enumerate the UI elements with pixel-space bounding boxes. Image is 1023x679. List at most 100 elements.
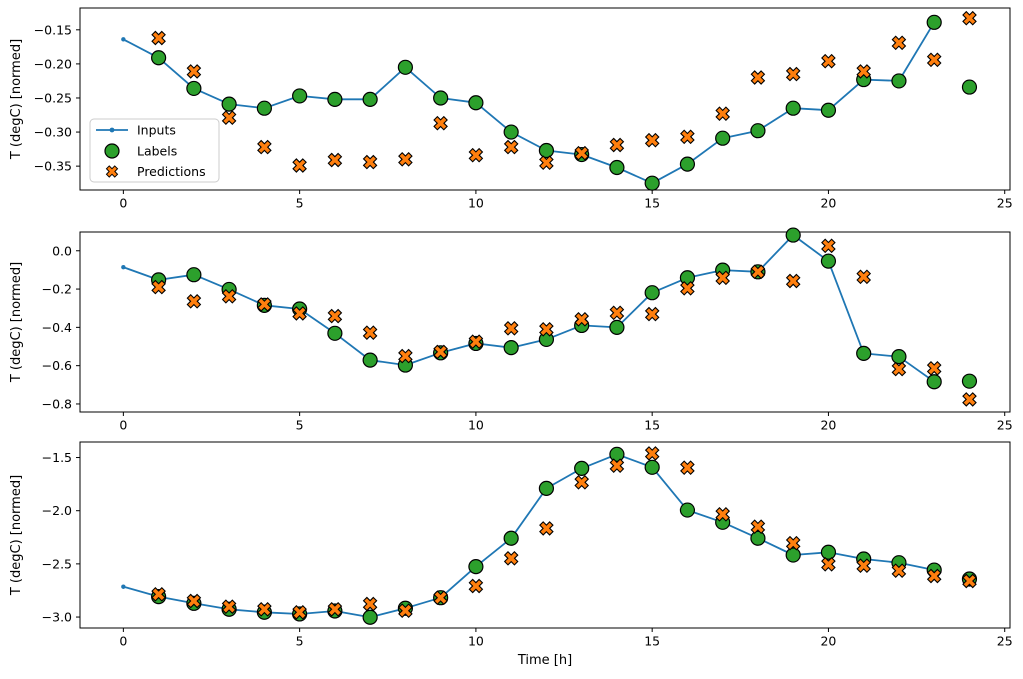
prediction-point xyxy=(785,535,801,551)
y-tick-label: −0.30 xyxy=(34,125,72,140)
y-tick-label: −0.6 xyxy=(42,358,72,373)
axes-frame xyxy=(79,231,1011,413)
prediction-point xyxy=(821,53,836,69)
prediction-point xyxy=(151,279,166,295)
prediction-point xyxy=(539,155,554,171)
label-point xyxy=(503,530,519,546)
label-point xyxy=(679,156,696,172)
label-point xyxy=(644,175,660,191)
prediction-point xyxy=(539,321,554,337)
prediction-point xyxy=(539,521,554,536)
prediction-point xyxy=(151,30,166,46)
label-point xyxy=(292,88,308,104)
y-tick-label: −3.0 xyxy=(42,610,72,625)
label-point xyxy=(362,609,378,625)
prediction-point xyxy=(926,568,942,584)
prediction-point xyxy=(644,446,660,461)
prediction-point xyxy=(292,158,307,173)
label-point xyxy=(574,460,590,476)
x-tick-label: 5 xyxy=(296,196,304,211)
prediction-point xyxy=(680,129,695,145)
prediction-point xyxy=(821,556,836,572)
prediction-point xyxy=(221,288,237,304)
prediction-point xyxy=(362,154,378,170)
input-point xyxy=(121,584,126,589)
label-point xyxy=(327,91,343,107)
label-point xyxy=(961,79,978,95)
y-tick-label: −0.20 xyxy=(34,56,72,71)
prediction-point xyxy=(644,132,660,148)
label-point xyxy=(856,345,872,362)
series-labels xyxy=(151,14,978,191)
x-tick-label: 0 xyxy=(119,634,127,649)
legend-entry-label: Inputs xyxy=(137,123,176,138)
label-point xyxy=(468,95,484,111)
prediction-point xyxy=(609,137,625,153)
prediction-point xyxy=(433,590,448,606)
label-point xyxy=(820,102,837,118)
label-point xyxy=(820,544,837,560)
label-point xyxy=(186,267,202,283)
x-tick-label: 10 xyxy=(468,634,484,649)
y-tick-label: −0.15 xyxy=(34,22,72,37)
legend-predictions-marker xyxy=(105,165,119,178)
x-tick-label: 10 xyxy=(468,418,484,433)
prediction-point xyxy=(468,147,484,163)
prediction-point xyxy=(891,35,907,51)
prediction-point xyxy=(574,145,590,161)
y-tick-label: −2.0 xyxy=(42,503,72,518)
y-tick-label: −2.5 xyxy=(42,556,72,571)
x-tick-label: 0 xyxy=(119,418,127,433)
label-point xyxy=(785,227,801,243)
axes-frame xyxy=(79,441,1011,629)
label-point xyxy=(609,159,625,176)
series-predictions xyxy=(151,238,977,407)
label-point xyxy=(926,14,942,30)
prediction-point xyxy=(186,593,202,609)
prediction-point xyxy=(398,151,413,167)
x-tick-label: 20 xyxy=(820,196,836,211)
prediction-point xyxy=(891,563,907,579)
prediction-point xyxy=(327,152,343,168)
x-axis: 0 5 10 15 20 25 xyxy=(119,190,1013,211)
y-tick-label: −0.4 xyxy=(42,320,72,335)
prediction-point xyxy=(398,348,413,364)
label-point xyxy=(715,130,731,146)
prediction-point xyxy=(186,293,202,309)
label-point xyxy=(891,73,907,89)
prediction-point xyxy=(468,334,484,350)
prediction-point xyxy=(574,311,590,327)
label-point xyxy=(503,124,519,140)
x-axis: 0 5 10 15 20 25 xyxy=(119,628,1013,649)
prediction-point xyxy=(750,70,766,85)
label-point xyxy=(609,446,625,462)
prediction-point xyxy=(821,238,836,254)
label-point xyxy=(750,123,766,139)
prediction-point xyxy=(221,110,237,126)
label-point xyxy=(503,340,519,356)
label-point xyxy=(256,100,272,116)
prediction-point xyxy=(715,506,731,522)
label-point xyxy=(961,373,978,389)
prediction-point xyxy=(856,558,872,574)
x-tick-label: 15 xyxy=(644,418,660,433)
label-point xyxy=(468,559,484,575)
prediction-point xyxy=(257,601,272,617)
prediction-point xyxy=(680,280,695,296)
label-point xyxy=(362,91,378,107)
y-axis: −0.15 −0.20 −0.25 −0.30 −0.35 xyxy=(34,22,80,174)
prediction-point xyxy=(680,460,695,476)
y-axis-title: T (degC) [normed] xyxy=(9,262,24,383)
label-point xyxy=(186,80,202,97)
series-predictions xyxy=(151,10,977,173)
prediction-point xyxy=(574,474,590,490)
label-point xyxy=(609,319,625,335)
prediction-point xyxy=(257,297,272,312)
prediction-point xyxy=(644,306,660,322)
prediction-point xyxy=(926,360,942,376)
prediction-point xyxy=(433,344,448,360)
y-tick-label: −1.5 xyxy=(42,450,72,465)
prediction-point xyxy=(503,139,519,155)
